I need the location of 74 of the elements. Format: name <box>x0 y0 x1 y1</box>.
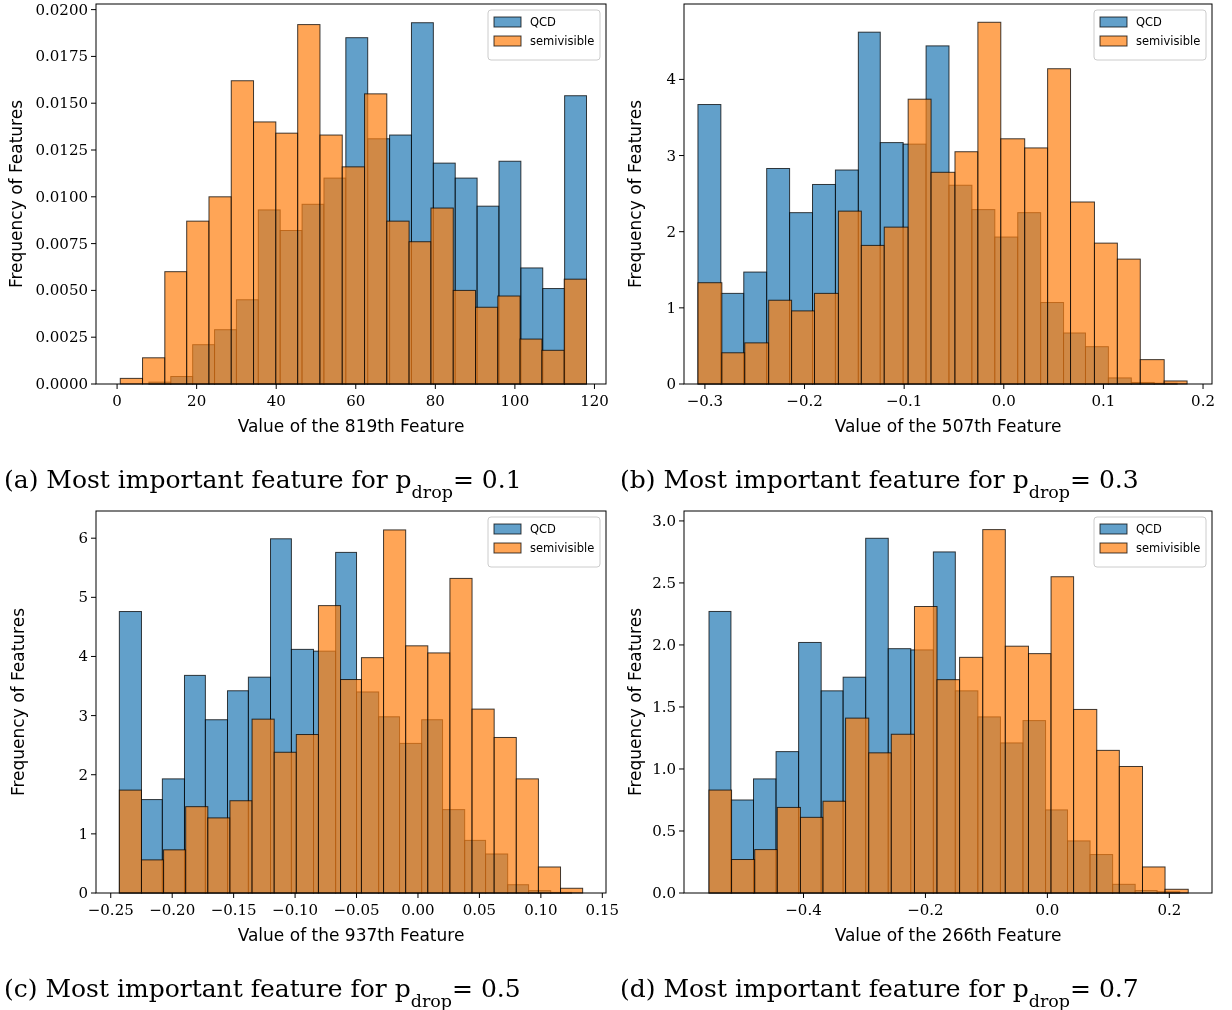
y-axis-title: Frequency of Features <box>625 607 645 797</box>
legend-label: semivisible <box>530 34 595 48</box>
y-tick-label: 0.0025 <box>35 328 88 347</box>
y-tick-label: 0 <box>78 884 88 902</box>
y-tick-label: 3 <box>666 146 676 165</box>
legend-label: QCD <box>530 15 557 29</box>
legend-label: QCD <box>1136 522 1163 536</box>
y-tick-label: 0.0000 <box>35 375 88 393</box>
y-tick-label: 2 <box>78 765 88 784</box>
x-tick-label: 0.0 <box>991 392 1016 410</box>
y-tick-label: 4 <box>666 70 676 89</box>
x-tick-label: −0.05 <box>333 901 380 919</box>
legend-label: semivisible <box>1136 34 1201 48</box>
x-tick-label: −0.25 <box>87 901 134 919</box>
x-tick-label: 40 <box>266 392 286 410</box>
y-tick-label: 1 <box>666 298 676 317</box>
x-tick-label: 60 <box>346 392 366 410</box>
legend-label: QCD <box>1136 15 1163 29</box>
y-tick-label: 2 <box>666 222 676 241</box>
x-tick-label: 0.00 <box>401 901 435 919</box>
y-tick-label: 0.5 <box>652 821 676 840</box>
x-axis-title: Value of the 819th Feature <box>237 416 465 436</box>
x-tick-label: −0.2 <box>786 392 823 410</box>
y-tick-label: 2.0 <box>652 635 676 654</box>
x-tick-label: 0.2 <box>1157 901 1182 919</box>
y-tick-label: 0.0175 <box>35 47 88 66</box>
x-tick-label: 20 <box>187 392 207 410</box>
y-tick-label: 0.0200 <box>35 0 88 19</box>
y-tick-label: 0 <box>666 375 676 393</box>
x-tick-label: 0.05 <box>462 901 497 919</box>
x-tick-label: −0.10 <box>272 901 319 919</box>
x-tick-label: 0.0 <box>1035 901 1060 919</box>
x-tick-label: −0.4 <box>785 901 822 919</box>
x-tick-label: −0.3 <box>686 392 724 410</box>
legend-label: QCD <box>530 522 557 536</box>
x-tick-label: 0.1 <box>1091 392 1116 410</box>
text: (c) Most important feature for p$_{drop}$= 0.5 <box>4 974 521 1010</box>
y-tick-label: 3 <box>78 706 88 725</box>
y-tick-label: 0.0125 <box>35 141 88 160</box>
y-tick-label: 5 <box>78 588 88 607</box>
y-axis-title: Frequency of Features <box>625 99 645 289</box>
y-tick-label: 4 <box>78 647 88 666</box>
x-tick-label: 0.2 <box>1191 392 1215 410</box>
x-tick-label: −0.15 <box>210 901 257 919</box>
x-tick-label: −0.20 <box>149 901 196 919</box>
y-tick-label: 1 <box>78 824 88 843</box>
x-tick-label: 120 <box>580 392 609 410</box>
x-tick-label: −0.2 <box>907 901 944 919</box>
x-tick-label: 100 <box>500 392 530 410</box>
legend-label: semivisible <box>530 541 595 555</box>
x-axis-title: Value of the 266th Feature <box>834 925 1062 945</box>
y-tick-label: 1.5 <box>652 697 676 716</box>
legend-label: semivisible <box>1136 541 1201 555</box>
y-tick-label: 0.0 <box>652 884 676 902</box>
y-tick-label: 0.0150 <box>35 94 88 113</box>
y-axis-title: Frequency of Features <box>8 607 28 797</box>
x-axis-title: Value of the 937th Feature <box>237 925 465 945</box>
text: (d) Most important feature for p$_{drop}$= 0.7 <box>620 974 1139 1010</box>
y-axis-title: Frequency of Features <box>6 99 26 289</box>
y-tick-label: 0.0100 <box>35 187 88 206</box>
x-tick-label: 0.15 <box>585 901 620 919</box>
y-tick-label: 0.0075 <box>35 234 88 253</box>
text: (a) Most important feature for p$_{drop}$= 0.1 <box>4 465 522 502</box>
text: (b) Most important feature for p$_{drop}$= 0.3 <box>620 465 1139 502</box>
x-tick-label: 0.10 <box>524 901 558 919</box>
x-tick-label: 80 <box>425 392 445 410</box>
y-tick-label: 0.0050 <box>35 281 88 300</box>
x-tick-label: 0 <box>112 392 122 410</box>
y-tick-label: 2.5 <box>652 573 676 592</box>
x-tick-label: −0.1 <box>885 392 923 410</box>
y-tick-label: 6 <box>78 529 88 548</box>
x-axis-title: Value of the 507th Feature <box>834 416 1062 436</box>
y-tick-label: 1.0 <box>652 759 676 778</box>
y-tick-label: 3.0 <box>652 511 676 530</box>
